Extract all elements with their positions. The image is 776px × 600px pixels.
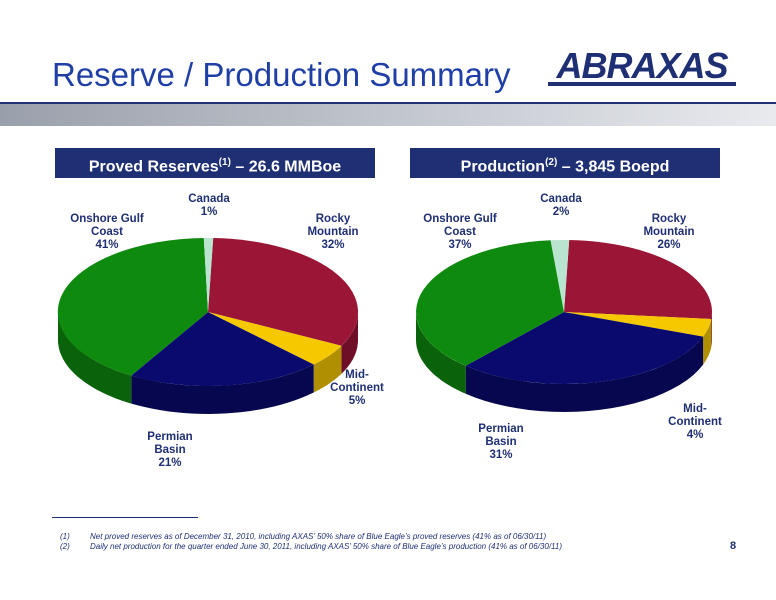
pie1-label-permian: Permian Basin 21% bbox=[147, 431, 192, 469]
pie1-label-gulf: Onshore Gulf Coast 41% bbox=[70, 213, 144, 251]
pie2-side-midcon bbox=[703, 319, 712, 365]
header-rule bbox=[0, 102, 776, 104]
pie2-slice-canada bbox=[550, 239, 570, 312]
pie2-slice-gulf bbox=[416, 240, 564, 366]
abraxas-logo: ABRAXAS bbox=[548, 45, 736, 86]
pie1-slice-permian bbox=[131, 312, 314, 387]
production-header-suffix: – 3,845 Boepd bbox=[557, 158, 670, 176]
pie1-label-midcon: Mid-Continent 5% bbox=[330, 369, 384, 407]
footnote-2: (2) Daily net production for the quarter … bbox=[60, 542, 562, 551]
footnote-2-number: (2) bbox=[60, 542, 70, 551]
footnote-1-number: (1) bbox=[60, 532, 70, 541]
logo-text: ABRAXAS bbox=[555, 45, 728, 86]
header-band bbox=[0, 104, 776, 126]
pie1-side-rocky bbox=[341, 312, 358, 374]
pie2-slice-midcon bbox=[564, 312, 712, 337]
pie1-slice-gulf bbox=[57, 238, 209, 376]
page-number: 8 bbox=[730, 540, 737, 552]
footnote-1-text: Net proved reserves as of December 31, 2… bbox=[90, 532, 547, 541]
reserves-header: Proved Reserves(1) – 26.6 MMBoe bbox=[55, 148, 375, 178]
production-header-text: Production bbox=[460, 158, 546, 176]
pie2-label-canada: Canada 2% bbox=[540, 193, 582, 218]
pie1-label-canada: Canada 1% bbox=[188, 193, 230, 218]
pie2-label-rocky: Rocky Mountain 26% bbox=[643, 213, 694, 251]
pie2-side-permian bbox=[465, 336, 704, 412]
pie1-slice-rocky bbox=[208, 238, 359, 346]
pie2-label-gulf: Onshore Gulf Coast 37% bbox=[423, 213, 497, 251]
pie2-label-permian: Permian Basin 31% bbox=[478, 423, 523, 461]
reserves-header-suffix: – 26.6 MMBoe bbox=[230, 158, 342, 176]
pie2-label-midcon: Mid-Continent 4% bbox=[668, 403, 722, 441]
pie1-slice-canada bbox=[203, 237, 214, 312]
footnote-1: (1) Net proved reserves as of December 31… bbox=[60, 532, 546, 541]
pie1-slice-midcon bbox=[208, 312, 342, 365]
footnote-rule bbox=[52, 517, 198, 518]
pie2-slice-rocky bbox=[564, 240, 713, 319]
pie-chart-2: Rocky Mountain 26% Mid-Continent 4% Permian Ba… bbox=[416, 193, 722, 461]
reserves-header-text: Proved Reserves bbox=[88, 158, 219, 176]
pie2-side-rocky bbox=[711, 312, 712, 347]
pie1-side-permian bbox=[131, 364, 314, 414]
slide-title: Reserve / Production Summary bbox=[52, 56, 511, 93]
pie2-slice-permian bbox=[465, 312, 704, 384]
footnote-2-text: Daily net production for the quarter end… bbox=[90, 542, 563, 551]
pie1-side-gulf bbox=[58, 312, 132, 404]
reserves-header-sup: (1) bbox=[218, 157, 231, 168]
pie1-label-rocky: Rocky Mountain 32% bbox=[307, 213, 358, 251]
pie2-side-gulf bbox=[416, 312, 466, 394]
pie-chart-1: Rocky Mountain 32% Mid-Continent 5% Permian Ba… bbox=[57, 193, 384, 469]
production-header-sup: (2) bbox=[545, 157, 558, 168]
pie1-side-midcon bbox=[313, 345, 342, 393]
production-header: Production(2) – 3,845 Boepd bbox=[410, 148, 720, 178]
